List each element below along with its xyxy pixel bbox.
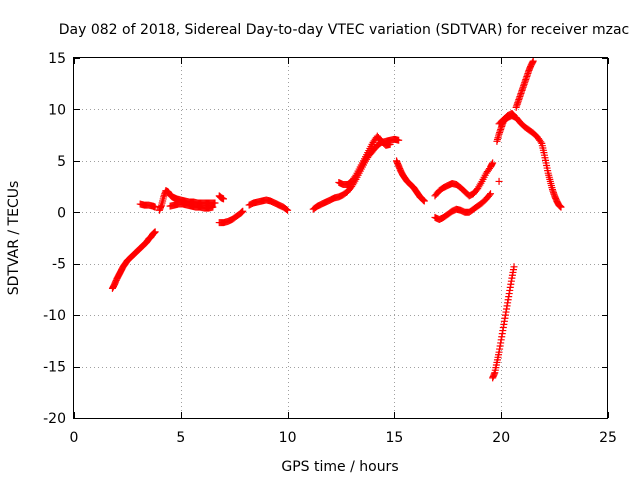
data-point (510, 263, 518, 271)
y-tick-label: -5 (52, 257, 66, 273)
data-point (487, 190, 495, 198)
data-point (220, 195, 228, 203)
chart-title: Day 082 of 2018, Sidereal Day-to-day VTE… (59, 22, 629, 38)
data-point (420, 197, 428, 205)
data-point (510, 112, 518, 120)
x-tick-label: 0 (70, 430, 79, 446)
data-point (351, 173, 359, 181)
data-point (211, 199, 219, 207)
data-point (537, 138, 545, 146)
y-tick-label: 0 (57, 205, 66, 221)
x-tick-label: 10 (279, 430, 297, 446)
axis-ticks: 0 5 10 15 20 25 -20 -15 -10 -5 0 5 10 15 (43, 51, 617, 446)
x-tick-label: 15 (385, 430, 403, 446)
x-tick-label: 25 (599, 430, 617, 446)
y-tick-label: -10 (43, 308, 66, 324)
x-axis-label: GPS time / hours (281, 459, 398, 475)
y-tick-label: 5 (57, 154, 66, 170)
y-tick-label: 10 (48, 102, 66, 118)
data-point (239, 207, 247, 215)
data-point (209, 203, 217, 211)
grid-lines (74, 58, 608, 418)
data-point (485, 191, 493, 199)
data-markers (108, 57, 565, 382)
x-tick-label: 5 (176, 430, 185, 446)
data-point (386, 140, 394, 148)
data-point (284, 206, 292, 214)
data-point (283, 205, 291, 213)
data-point (495, 177, 503, 185)
data-point (529, 57, 537, 65)
y-tick-label: -15 (43, 360, 66, 376)
y-tick-label: -20 (43, 411, 66, 427)
data-point (395, 136, 403, 144)
data-point (489, 159, 497, 167)
y-axis-label: SDTVAR / TECUs (6, 181, 22, 296)
data-point (151, 228, 159, 236)
x-tick-label: 20 (492, 430, 510, 446)
plot-frame (73, 57, 608, 419)
y-tick-label: 15 (48, 51, 66, 67)
data-point (557, 203, 565, 211)
